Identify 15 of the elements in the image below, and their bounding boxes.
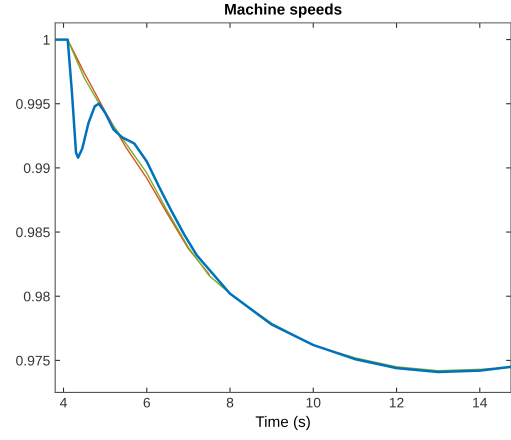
x-tick-label: 6 [144,398,150,408]
y-tick-label: 0.975 [16,356,50,366]
line-series [66,38,210,276]
y-tick-label: 1 [44,35,50,45]
y-tick-label: 0.995 [16,99,50,109]
x-tick-label: 12 [390,398,404,408]
x-tick-label: 4 [60,398,67,408]
chart-title: Machine speeds [225,3,342,18]
x-tick-label: 8 [226,398,234,408]
y-tick-label: 0.985 [16,227,50,238]
x-tick-label: 14 [473,398,488,408]
y-tick-label: 0.98 [24,292,50,302]
y-tick-label: 0.99 [24,163,50,174]
x-tick-label: 10 [306,398,320,408]
x-axis-title: Time (s) [256,416,310,430]
